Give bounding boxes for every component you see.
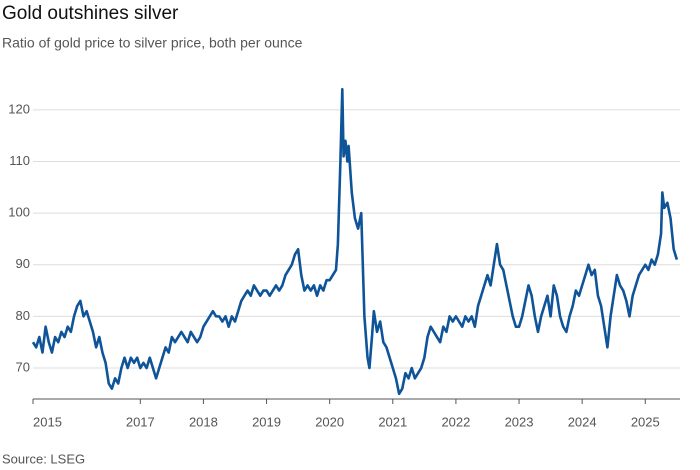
x-tick-label: 2017 — [126, 414, 155, 429]
x-tick-label: 2021 — [378, 414, 407, 429]
chart-subtitle: Ratio of gold price to silver price, bot… — [2, 35, 303, 51]
x-tick-label: 2020 — [315, 414, 344, 429]
data-line — [31, 87, 679, 396]
x-tick-label: 2018 — [189, 414, 218, 429]
y-tick-label: 100 — [8, 205, 30, 220]
y-tick-label: 110 — [9, 153, 30, 168]
x-tick-label: 2019 — [252, 414, 281, 429]
y-tick-label: 90 — [16, 256, 30, 271]
y-tick-label: 120 — [8, 101, 30, 116]
x-tick-label: 2024 — [568, 414, 597, 429]
x-tick-label: 2015 — [33, 414, 62, 429]
x-tick-label: 2022 — [441, 414, 470, 429]
x-tick-label: 2025 — [631, 414, 660, 429]
y-tick-label: 70 — [16, 359, 30, 374]
x-tick-label: 2023 — [505, 414, 534, 429]
chart-title: Gold outshines silver — [2, 3, 179, 24]
source: Source: LSEG — [2, 451, 85, 466]
y-tick-label: 80 — [16, 308, 30, 323]
